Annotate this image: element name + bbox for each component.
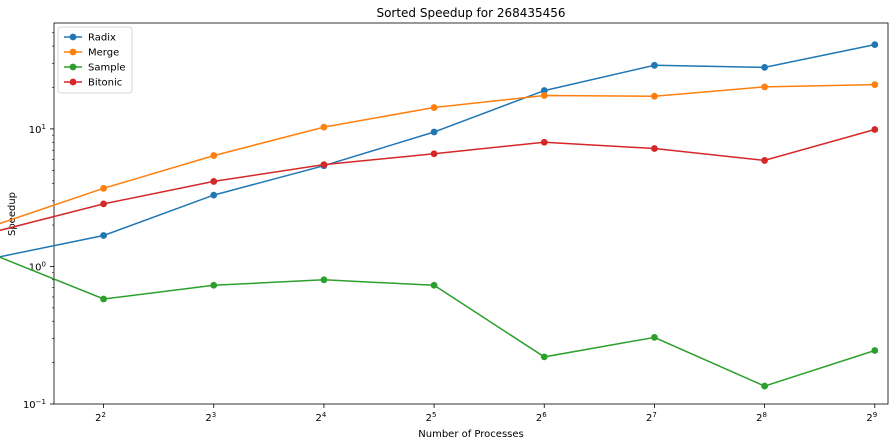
x-tick-label: 26 [536,411,547,424]
data-point [540,138,548,146]
data-point [651,92,658,100]
series-bitonic [0,126,879,232]
data-point [761,382,769,390]
legend-label: Merge [88,48,119,59]
data-point [100,295,107,303]
legend-item: Sample [64,63,126,74]
series-layer [0,41,879,390]
data-point [430,281,438,289]
series-sample [0,256,879,390]
y-tick-label: 100 [29,260,46,273]
chart-title: Sorted Speedup for 268435456 [376,6,565,20]
data-point [761,64,769,71]
y-tick-label: 10−1 [23,398,46,411]
x-tick-label: 28 [756,411,767,424]
data-point [540,353,548,361]
data-point [430,150,438,158]
data-point [651,61,658,69]
data-point [761,157,769,164]
plot-area [53,22,889,405]
data-point [871,126,879,133]
y-tick-label: 101 [29,123,46,136]
x-tick-label: 29 [866,411,877,424]
x-tick-label: 22 [95,411,106,424]
x-tick-label: 23 [205,411,216,424]
legend-item: Radix [64,33,116,44]
y-axis-label: Speedup [7,192,18,236]
data-point [210,178,218,185]
data-point [210,191,218,199]
data-point [100,200,107,208]
series-radix [0,41,879,258]
data-point [540,92,548,99]
data-point [210,152,218,159]
legend-marker [69,63,77,71]
x-tick-label: 25 [426,411,437,424]
data-point [871,81,879,88]
axis-ticks: 22 23 24 25 26 27 28 29 10−1 100 101 [23,32,877,424]
data-point [320,123,328,131]
legend-box [57,26,133,94]
series-line [0,83,875,225]
legend-label: Bitonic [88,78,122,89]
data-point [320,276,328,284]
data-point [210,281,218,289]
data-point [651,145,658,152]
data-point [540,87,548,94]
series-merge [0,81,879,225]
x-tick-label: 27 [646,411,657,424]
legend-item: Bitonic [64,78,122,89]
x-tick-label: 24 [315,411,326,424]
data-point [651,333,658,341]
legend-label: Radix [88,33,116,44]
legend-marker [69,48,77,56]
legend-marker [69,78,77,86]
data-point [430,104,438,111]
data-point [430,128,438,136]
legend-label: Sample [88,63,126,74]
legend-marker [69,33,77,41]
x-axis-label: Number of Processes [418,429,523,440]
data-point [871,347,879,354]
data-point [100,184,107,192]
series-line [0,256,876,387]
data-point [761,83,769,91]
data-point [871,41,879,49]
data-point [320,161,328,169]
legend-item: Merge [64,48,119,59]
data-point [100,232,107,239]
legend: Radix Merge Sample Bitonic [57,26,133,94]
